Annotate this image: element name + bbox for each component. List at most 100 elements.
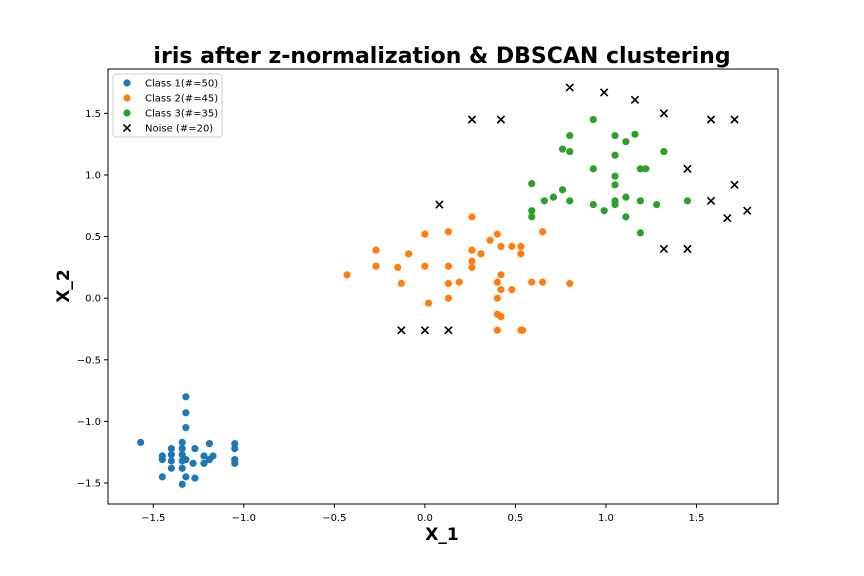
noise-point	[659, 109, 669, 118]
noise-point	[599, 88, 609, 97]
noise-point	[397, 326, 406, 335]
noise-point	[730, 180, 739, 190]
data-point	[444, 279, 453, 288]
data-point	[497, 285, 505, 294]
legend-label: Noise (#=20)	[145, 124, 213, 135]
data-point	[372, 246, 380, 254]
data-point	[421, 230, 429, 238]
data-point	[622, 193, 630, 201]
noise-point	[683, 244, 692, 254]
data-point	[343, 271, 351, 279]
data-point	[611, 131, 619, 140]
data-point	[455, 278, 463, 286]
y-tick-label: 0.5	[85, 232, 101, 243]
legend-label: Class 1(#=50)	[145, 79, 218, 90]
data-point	[636, 197, 644, 205]
data-point	[178, 444, 186, 453]
data-point	[517, 250, 525, 258]
data-point	[158, 473, 166, 481]
x-axis-title: X_1	[425, 525, 458, 545]
y-tick-label: 1.5	[85, 109, 101, 120]
data-markers	[136, 83, 752, 488]
data-point	[538, 228, 547, 236]
data-point	[182, 423, 190, 432]
data-point	[444, 294, 453, 302]
legend: Class 1(#=50) Class 2(#=45) Class 3(#=35) N…	[112, 73, 223, 138]
data-point	[468, 263, 476, 271]
data-point	[497, 313, 505, 321]
data-point	[182, 473, 190, 481]
data-point	[508, 242, 516, 251]
data-point	[468, 213, 476, 221]
chart-title: iris after z-normalization & DBSCAN clus…	[153, 44, 730, 69]
y-axis-title: X_2	[54, 269, 74, 302]
data-point	[167, 444, 175, 453]
data-point	[528, 278, 536, 286]
data-point	[589, 200, 597, 209]
data-point	[517, 242, 525, 251]
x-tick-label: 0.0	[417, 513, 433, 524]
y-tick-label: −1.0	[77, 417, 101, 428]
data-point	[444, 228, 453, 236]
data-point	[611, 181, 619, 189]
data-point	[200, 452, 208, 460]
data-point	[660, 147, 668, 156]
data-point	[200, 459, 208, 467]
y-tick-label: −1.5	[77, 479, 101, 490]
data-point	[497, 242, 505, 251]
series-2	[343, 213, 574, 334]
noise-point	[706, 115, 716, 124]
data-point	[493, 326, 501, 334]
data-point	[508, 285, 516, 294]
data-point	[468, 246, 476, 254]
data-point	[231, 444, 239, 453]
data-point	[178, 438, 186, 446]
noise-point	[659, 244, 669, 254]
noise-point	[435, 200, 444, 209]
noise-point	[420, 326, 430, 335]
data-point	[493, 294, 501, 302]
data-point	[182, 456, 190, 464]
x-tick-label: 1.0	[598, 513, 614, 524]
data-point	[636, 165, 644, 173]
noise-point	[496, 115, 506, 124]
plot-area	[107, 68, 779, 505]
data-point	[653, 200, 661, 209]
noise-point	[467, 115, 477, 124]
data-point	[566, 279, 574, 288]
noise-point	[444, 326, 453, 335]
data-point	[167, 451, 175, 459]
legend-label: Class 3(#=35)	[145, 109, 218, 120]
legend-marker	[123, 94, 131, 102]
data-point	[468, 257, 476, 265]
data-point	[566, 197, 574, 205]
data-point	[486, 236, 494, 244]
data-point	[477, 250, 485, 258]
data-point	[167, 464, 175, 472]
noise-point	[683, 164, 692, 173]
data-point	[589, 115, 597, 124]
data-point	[642, 165, 650, 173]
data-point	[589, 165, 597, 173]
data-point	[558, 186, 567, 194]
data-point	[528, 207, 536, 215]
data-point	[493, 230, 501, 238]
data-point	[566, 131, 574, 140]
data-point	[231, 440, 239, 448]
y-tick-label: 0.0	[85, 294, 101, 305]
series-1	[136, 393, 239, 488]
data-point	[158, 456, 166, 464]
noise-point	[730, 115, 739, 124]
data-point	[231, 459, 239, 467]
data-point	[167, 457, 175, 465]
legend-marker	[123, 109, 131, 117]
y-tick-label: 1.0	[85, 170, 101, 181]
data-point	[622, 213, 630, 221]
series-3	[528, 115, 692, 237]
noise-point	[723, 213, 732, 223]
data-point	[178, 451, 186, 459]
data-point	[397, 279, 405, 288]
noise-point	[565, 83, 574, 92]
x-tick-label: −1.0	[232, 513, 256, 524]
